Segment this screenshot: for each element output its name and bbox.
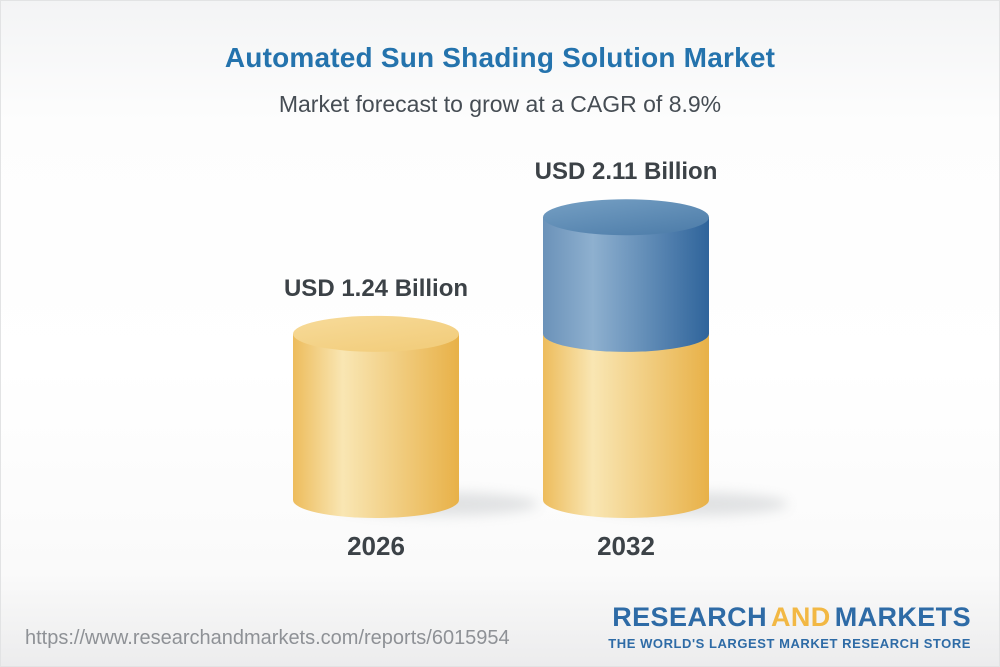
cylinder-segment-body xyxy=(293,333,459,518)
cylinder-segment-cap xyxy=(543,199,709,236)
cylinder-bar-2032 xyxy=(543,199,788,518)
report-url-link[interactable]: https://www.researchandmarkets.com/repor… xyxy=(25,627,510,649)
chart-header: Automated Sun Shading Solution Market Ma… xyxy=(1,42,999,118)
logo-word-markets: MARKETS xyxy=(834,602,971,632)
cylinder-bar-2026 xyxy=(293,315,538,518)
logo-word-research: RESEARCH xyxy=(612,602,767,632)
page-subtitle: Market forecast to grow at a CAGR of 8.9… xyxy=(278,91,722,117)
footer: https://www.researchandmarkets.com/repor… xyxy=(1,604,999,651)
logo-tagline: THE WORLD'S LARGEST MARKET RESEARCH STOR… xyxy=(608,636,971,651)
logo-word-and: AND xyxy=(770,602,831,632)
cylinder-segment-body xyxy=(543,333,709,518)
logo-wordmark: RESEARCH AND MARKETS xyxy=(608,604,971,631)
page-title: Automated Sun Shading Solution Market xyxy=(224,42,776,73)
cylinder-segment-body xyxy=(543,217,709,352)
research-and-markets-logo[interactable]: RESEARCH AND MARKETS THE WORLD'S LARGEST M… xyxy=(608,604,971,651)
cylinder-segment-cap xyxy=(293,315,459,352)
